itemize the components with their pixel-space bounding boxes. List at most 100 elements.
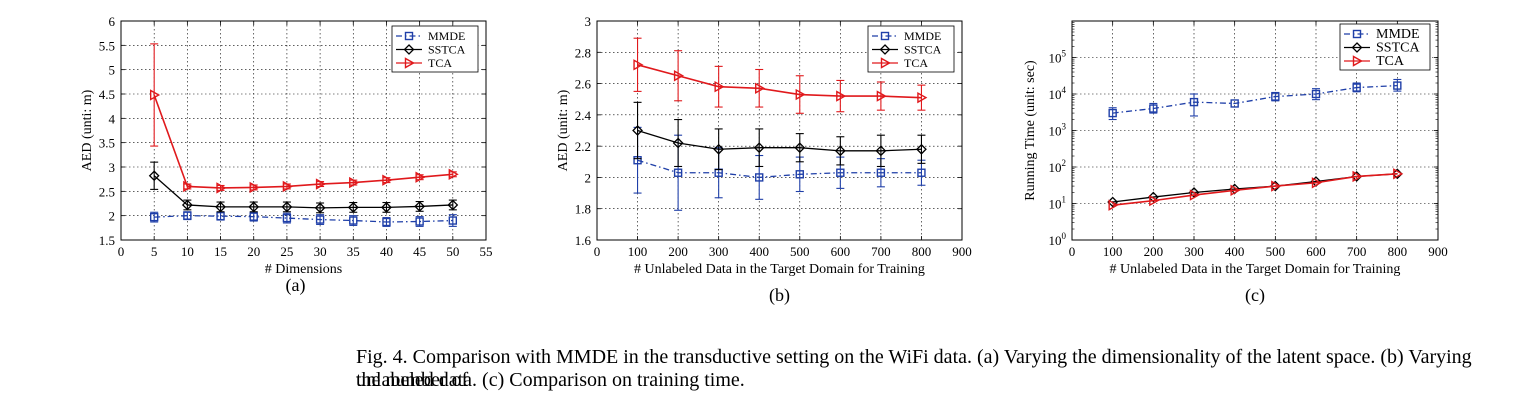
marker-tca	[216, 182, 227, 194]
y-tick-label: 1.6	[575, 233, 592, 248]
marker-mmde	[349, 216, 358, 225]
marker-mmde	[404, 31, 414, 41]
marker-sstca	[834, 145, 846, 157]
y-tick-label: 104	[1049, 85, 1067, 102]
panel-label: (a)	[286, 275, 306, 296]
legend-box	[1339, 23, 1431, 71]
marker-tca	[282, 180, 293, 193]
series-line-tca	[153, 94, 453, 189]
x-tick-label: 10	[181, 244, 194, 259]
series-line-sstca	[153, 175, 453, 209]
marker-tca	[404, 57, 415, 69]
x-tick-label: 200	[668, 244, 688, 259]
marker-mmde	[315, 215, 325, 224]
y-tick-label: 2.4	[575, 108, 592, 123]
x-tick-label: 100	[1103, 244, 1123, 259]
x-tick-label: 800	[1388, 244, 1408, 259]
y-tick-label: 2.6	[575, 77, 592, 92]
y-tick-label: 2.5	[99, 184, 115, 199]
figure-caption-line-2: unlabeled data. (c) Comparison on traini…	[356, 369, 745, 392]
marker-sstca	[1147, 191, 1159, 203]
legend-label-sstca: SSTCA	[1376, 41, 1420, 56]
series-line-tca	[1112, 173, 1398, 206]
x-axis-label: # Unlabeled Data in the Target Domain fo…	[634, 262, 925, 277]
plot-frame	[120, 20, 487, 241]
marker-mmde	[382, 217, 391, 227]
figure-caption: Fig. 4. Comparison with MMDE in the tran…	[356, 346, 1501, 392]
marker-sstca	[916, 143, 927, 155]
marker-sstca	[1351, 42, 1363, 53]
y-tick-label: 1.8	[575, 202, 591, 217]
marker-sstca	[215, 201, 226, 213]
marker-tca	[1108, 199, 1119, 211]
marker-sstca	[879, 44, 891, 55]
x-tick-label: 25	[280, 244, 293, 259]
marker-sstca	[403, 44, 415, 55]
y-axis-label: Running Time (unit: sec)	[1023, 60, 1038, 201]
x-axis-label: # Unlabeled Data in the Target Domain fo…	[1110, 262, 1401, 277]
marker-tca	[1189, 189, 1200, 201]
x-tick-label: 200	[1144, 244, 1164, 259]
legend-label-sstca: SSTCA	[428, 43, 466, 57]
marker-tca	[382, 174, 393, 186]
series-line-mmde	[154, 215, 453, 223]
chart-panel-c: 0 100 200 300 400 500 600 700 800 900100101102103…	[1023, 20, 1448, 306]
marker-sstca	[447, 199, 459, 211]
series-mmde	[149, 211, 458, 227]
marker-mmde	[1393, 81, 1402, 90]
y-tick-label: 2.2	[575, 139, 591, 154]
y-tick-label: 5	[109, 63, 116, 78]
caption-line-2: unlabeled data. (c) Comparison on traini…	[356, 369, 745, 391]
marker-tca	[876, 90, 887, 102]
marker-tca	[1149, 194, 1160, 207]
marker-sstca	[713, 143, 725, 155]
marker-mmde	[917, 168, 926, 177]
legend-label-mmde: MMDE	[1376, 27, 1420, 42]
x-tick-label: 300	[709, 244, 729, 259]
y-tick-label: 3	[109, 160, 116, 175]
y-tick-label: 3.5	[99, 136, 115, 151]
y-tick-label: 5.5	[99, 38, 115, 53]
marker-tca	[149, 89, 161, 101]
x-tick-label: 45	[413, 244, 426, 259]
y-tick-label: 6	[109, 14, 116, 29]
y-tick-label: 3	[585, 14, 592, 29]
marker-tca	[836, 90, 847, 102]
marker-mmde	[1352, 83, 1361, 92]
series-mmde	[1108, 78, 1402, 121]
marker-tca	[415, 171, 426, 183]
marker-sstca	[347, 201, 359, 213]
marker-mmde	[880, 31, 890, 41]
marker-mmde	[249, 212, 258, 221]
chart-panel-b: 0 100 200 300 400 500 600 700 800 900 1.6 1.8 2 2.2 2.…	[556, 14, 972, 306]
marker-tca	[714, 81, 725, 93]
marker-tca	[183, 180, 194, 193]
marker-tca	[1393, 168, 1404, 180]
series-sstca	[148, 161, 459, 214]
marker-tca	[315, 178, 327, 190]
marker-tca	[249, 181, 260, 194]
marker-tca	[1352, 170, 1363, 183]
x-tick-label: 50	[446, 244, 459, 259]
series-line-mmde	[637, 159, 922, 179]
marker-mmde	[183, 211, 192, 220]
marker-mmde	[1352, 29, 1362, 39]
marker-mmde	[216, 211, 225, 221]
plot-frame	[596, 20, 963, 241]
x-tick-label: 700	[871, 244, 891, 259]
y-tick-label: 102	[1049, 158, 1067, 175]
legend-label-tca: TCA	[1376, 54, 1405, 69]
marker-tca	[633, 59, 644, 71]
y-axis-label: AED (unit: m)	[556, 89, 571, 171]
x-tick-label: 600	[831, 244, 851, 259]
x-tick-label: 0	[594, 244, 601, 259]
marker-tca	[1230, 184, 1241, 196]
y-tick-label: 2	[585, 170, 592, 185]
plot-frame	[1071, 20, 1439, 241]
marker-mmde	[1189, 97, 1199, 107]
marker-tca	[1271, 180, 1282, 192]
marker-sstca	[753, 142, 765, 154]
y-axis-label: AED (unti: m)	[80, 89, 95, 171]
x-tick-label: 30	[314, 244, 327, 259]
